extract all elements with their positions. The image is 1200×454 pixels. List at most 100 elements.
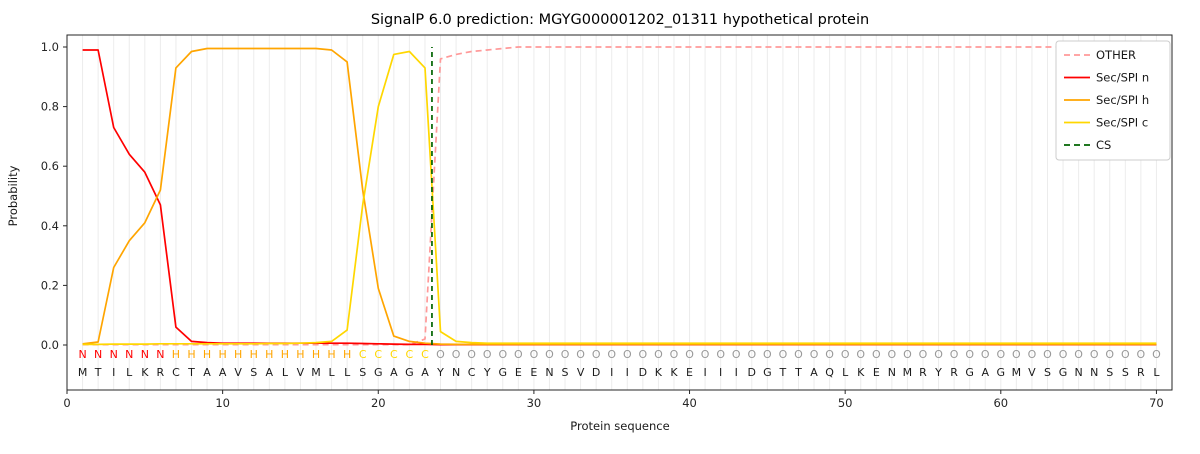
region-label: O	[763, 348, 772, 361]
region-label: H	[218, 348, 226, 361]
residue-letter: V	[1028, 366, 1036, 379]
residue-letter: R	[919, 366, 927, 379]
region-label: O	[950, 348, 959, 361]
residue-letter: G	[763, 366, 772, 379]
residue-letter: G	[405, 366, 414, 379]
x-tick-label: 0	[63, 396, 70, 410]
residue-letter: I	[112, 366, 115, 379]
region-label: H	[296, 348, 304, 361]
region-label: O	[1028, 348, 1037, 361]
region-label: O	[810, 348, 819, 361]
region-label: O	[856, 348, 865, 361]
region-label: O	[623, 348, 632, 361]
region-label: O	[1059, 348, 1068, 361]
residue-letter: I	[703, 366, 706, 379]
region-label: C	[421, 348, 429, 361]
x-tick-label: 30	[527, 396, 542, 410]
residue-letter: I	[626, 366, 629, 379]
region-label: O	[467, 348, 476, 361]
x-tick-label: 70	[1149, 396, 1164, 410]
residue-letter: M	[903, 366, 913, 379]
residue-letter: T	[779, 366, 787, 379]
residue-letter: G	[374, 366, 383, 379]
region-label: N	[156, 348, 164, 361]
region-label: O	[1012, 348, 1021, 361]
residue-letter: N	[888, 366, 896, 379]
residue-letter: C	[468, 366, 476, 379]
region-label: C	[374, 348, 382, 361]
residue-letter: K	[857, 366, 865, 379]
residue-letter: A	[266, 366, 274, 379]
residue-letter: G	[997, 366, 1006, 379]
residue-letter: M	[311, 366, 321, 379]
y-tick-label: 0.8	[41, 100, 59, 114]
region-label: N	[110, 348, 118, 361]
region-label: O	[732, 348, 741, 361]
x-tick-label: 50	[838, 396, 853, 410]
region-label: O	[1090, 348, 1099, 361]
residue-letter: S	[1106, 366, 1113, 379]
region-label: O	[825, 348, 834, 361]
axes-layer: 0.0 0.2 0.4 0.6 0.8 1.0 0 10 20 30 40 50 60 70	[41, 34, 1173, 410]
residue-letter: S	[562, 366, 569, 379]
region-label: O	[1121, 348, 1130, 361]
residue-letter: L	[329, 366, 336, 379]
region-label: O	[498, 348, 507, 361]
region-label: O	[685, 348, 694, 361]
region-label: O	[996, 348, 1005, 361]
region-label: O	[1152, 348, 1161, 361]
region-label: H	[250, 348, 258, 361]
x-tick-label: 20	[371, 396, 386, 410]
region-label: C	[390, 348, 398, 361]
region-label: O	[747, 348, 756, 361]
residue-letter: I	[719, 366, 722, 379]
region-label: O	[670, 348, 679, 361]
y-tick-label: 0.6	[41, 159, 59, 173]
region-label: O	[1074, 348, 1083, 361]
residue-letter: N	[1075, 366, 1083, 379]
residue-letter: G	[1059, 366, 1068, 379]
legend-label-sec-spi-h: Sec/SPI h	[1096, 93, 1149, 107]
x-tick-label: 60	[993, 396, 1008, 410]
x-axis-label: Protein sequence	[570, 419, 669, 433]
region-label: O	[716, 348, 725, 361]
region-label: O	[1043, 348, 1052, 361]
residue-letter: T	[94, 366, 102, 379]
residue-letter: N	[452, 366, 460, 379]
series-line-other	[82, 46, 1157, 346]
region-label: H	[312, 348, 320, 361]
region-label: H	[203, 348, 211, 361]
residue-letter: E	[686, 366, 693, 379]
residue-letter: M	[78, 366, 88, 379]
region-label: N	[94, 348, 102, 361]
residue-letter: V	[234, 366, 242, 379]
residue-letter: R	[157, 366, 165, 379]
region-label: O	[436, 348, 445, 361]
region-label: N	[78, 348, 86, 361]
region-label: H	[265, 348, 273, 361]
residue-letter: I	[610, 366, 613, 379]
region-label: H	[327, 348, 335, 361]
y-tick-label: 0.4	[41, 219, 59, 233]
residue-letter: A	[981, 366, 989, 379]
y-axis-label: Probability	[6, 165, 20, 226]
residue-letter: E	[515, 366, 522, 379]
residue-letter: V	[577, 366, 585, 379]
series-line-sec-spi-h	[82, 47, 1157, 346]
region-label: N	[125, 348, 133, 361]
region-label: O	[1105, 348, 1114, 361]
residue-letter: Y	[436, 366, 444, 379]
region-label: O	[981, 348, 990, 361]
region-label: O	[530, 348, 539, 361]
x-tick-label: 10	[215, 396, 230, 410]
legend-label-sec-spi-c: Sec/SPI c	[1096, 116, 1148, 130]
residue-letter: K	[141, 366, 149, 379]
residue-letter: K	[655, 366, 663, 379]
residue-letter: G	[499, 366, 508, 379]
region-label: O	[701, 348, 710, 361]
residue-letter: K	[670, 366, 678, 379]
plot-frame	[66, 34, 1173, 391]
region-label: H	[343, 348, 351, 361]
